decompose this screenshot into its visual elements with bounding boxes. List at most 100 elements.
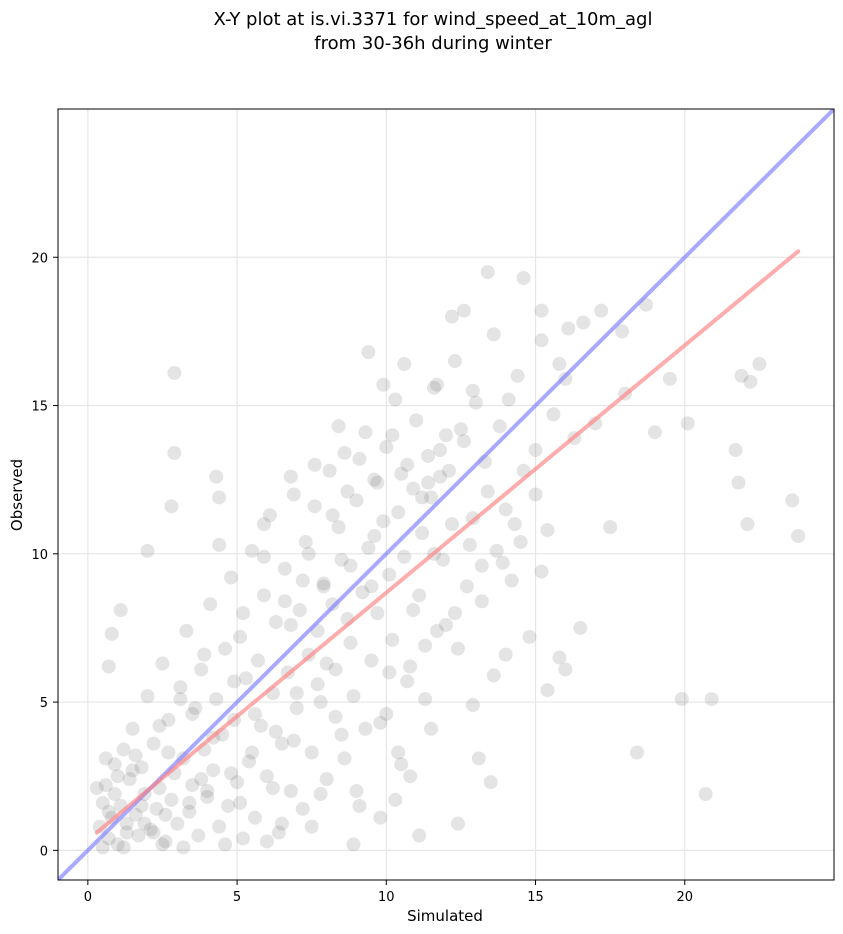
x-tick-label: 20 [676, 890, 693, 905]
data-point [447, 354, 462, 369]
data-point [513, 534, 528, 549]
data-point [110, 769, 125, 784]
data-point [125, 721, 140, 736]
data-point [256, 517, 271, 532]
data-point [355, 585, 370, 600]
data-point [295, 801, 310, 816]
data-point [674, 692, 689, 707]
data-point [316, 576, 331, 591]
data-point [289, 686, 304, 701]
data-point [528, 487, 543, 502]
data-point [412, 828, 427, 843]
data-point [615, 324, 630, 339]
data-point [734, 368, 749, 383]
data-point [376, 514, 391, 529]
data-point [155, 656, 170, 671]
data-point [200, 789, 215, 804]
x-tick-label: 15 [527, 890, 544, 905]
data-point [373, 715, 388, 730]
data-point [415, 490, 430, 505]
data-point [158, 807, 173, 822]
data-point [406, 481, 421, 496]
data-point [498, 647, 513, 662]
data-point [283, 617, 298, 632]
y-tick-label: 15 [31, 400, 48, 415]
data-point [489, 543, 504, 558]
data-point [486, 668, 501, 683]
data-point [424, 721, 439, 736]
data-point [382, 567, 397, 582]
data-point [394, 466, 409, 481]
data-point [143, 822, 158, 837]
data-point [319, 772, 334, 787]
data-point [95, 795, 110, 810]
data-point [116, 840, 131, 855]
data-point [233, 629, 248, 644]
data-point [152, 718, 167, 733]
data-point [218, 641, 233, 656]
data-point [194, 772, 209, 787]
y-tick-label: 10 [31, 548, 48, 563]
data-point [504, 573, 519, 588]
data-point [146, 736, 161, 751]
data-point [662, 371, 677, 386]
data-point [322, 463, 337, 478]
data-point [373, 810, 388, 825]
data-point [540, 683, 555, 698]
identity-line [58, 109, 834, 880]
data-point [295, 573, 310, 588]
data-point [576, 315, 591, 330]
data-point [418, 692, 433, 707]
data-point [603, 520, 618, 535]
data-point [444, 309, 459, 324]
data-point [388, 792, 403, 807]
data-point [421, 475, 436, 490]
data-point [161, 712, 176, 727]
data-point [441, 463, 456, 478]
data-point [122, 772, 137, 787]
data-point [245, 543, 259, 558]
data-point [647, 425, 662, 440]
data-point [370, 475, 385, 490]
data-point [358, 721, 373, 736]
data-point [239, 671, 254, 686]
data-point [277, 561, 292, 576]
data-point [492, 419, 507, 434]
data-point [98, 778, 113, 793]
y-tick-label: 0 [40, 844, 48, 859]
data-point [155, 837, 170, 852]
data-point [161, 745, 176, 760]
data-point [704, 692, 719, 707]
data-point [242, 754, 257, 769]
chart-title: X-Y plot at is.vi.3371 for wind_speed_at… [214, 9, 653, 54]
data-point [107, 757, 122, 772]
data-point [450, 641, 465, 656]
data-point [310, 677, 325, 692]
data-point [370, 606, 385, 621]
y-axis-label: Observed [8, 459, 26, 531]
data-point [125, 763, 140, 778]
data-point [286, 733, 301, 748]
data-point [418, 638, 433, 653]
data-point [453, 422, 468, 437]
data-point [89, 781, 104, 796]
data-point [439, 617, 453, 632]
data-point [328, 662, 343, 677]
data-point [403, 659, 418, 674]
data-point [173, 692, 188, 707]
data-point [292, 603, 307, 618]
data-point [358, 425, 373, 440]
data-point [439, 428, 453, 443]
data-point [259, 834, 274, 849]
data-point [364, 653, 379, 668]
data-point [516, 271, 531, 286]
data-point [379, 706, 394, 721]
data-point [164, 792, 179, 807]
data-point [391, 745, 406, 760]
data-point [274, 736, 289, 751]
data-point [346, 837, 361, 852]
data-point [304, 819, 319, 834]
data-point [247, 706, 262, 721]
data-point [522, 629, 537, 644]
